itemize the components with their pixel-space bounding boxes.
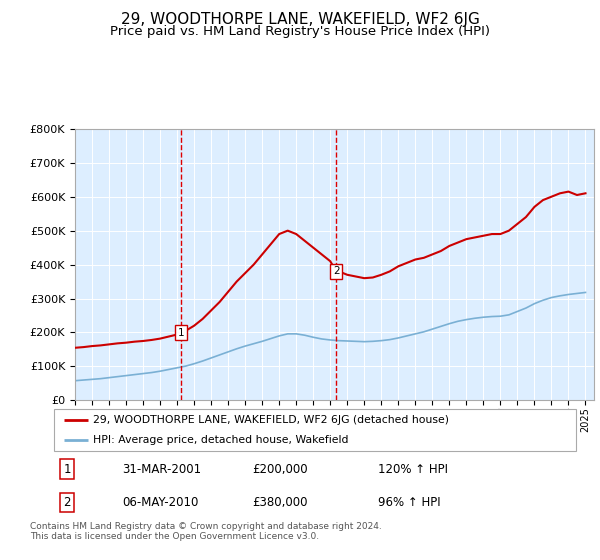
Text: 96% ↑ HPI: 96% ↑ HPI bbox=[377, 496, 440, 509]
Text: Contains HM Land Registry data © Crown copyright and database right 2024.
This d: Contains HM Land Registry data © Crown c… bbox=[30, 522, 382, 542]
Text: 2: 2 bbox=[333, 267, 340, 277]
Text: 29, WOODTHORPE LANE, WAKEFIELD, WF2 6JG: 29, WOODTHORPE LANE, WAKEFIELD, WF2 6JG bbox=[121, 12, 479, 27]
Text: £380,000: £380,000 bbox=[253, 496, 308, 509]
Text: 2: 2 bbox=[64, 496, 71, 509]
Text: Price paid vs. HM Land Registry's House Price Index (HPI): Price paid vs. HM Land Registry's House … bbox=[110, 25, 490, 38]
Text: £200,000: £200,000 bbox=[253, 463, 308, 475]
Text: 1: 1 bbox=[64, 463, 71, 475]
Text: 120% ↑ HPI: 120% ↑ HPI bbox=[377, 463, 448, 475]
Text: 06-MAY-2010: 06-MAY-2010 bbox=[122, 496, 198, 509]
Text: HPI: Average price, detached house, Wakefield: HPI: Average price, detached house, Wake… bbox=[93, 435, 349, 445]
FancyBboxPatch shape bbox=[54, 409, 576, 451]
Text: 31-MAR-2001: 31-MAR-2001 bbox=[122, 463, 201, 475]
Text: 29, WOODTHORPE LANE, WAKEFIELD, WF2 6JG (detached house): 29, WOODTHORPE LANE, WAKEFIELD, WF2 6JG … bbox=[93, 415, 449, 425]
Text: 1: 1 bbox=[178, 328, 185, 338]
